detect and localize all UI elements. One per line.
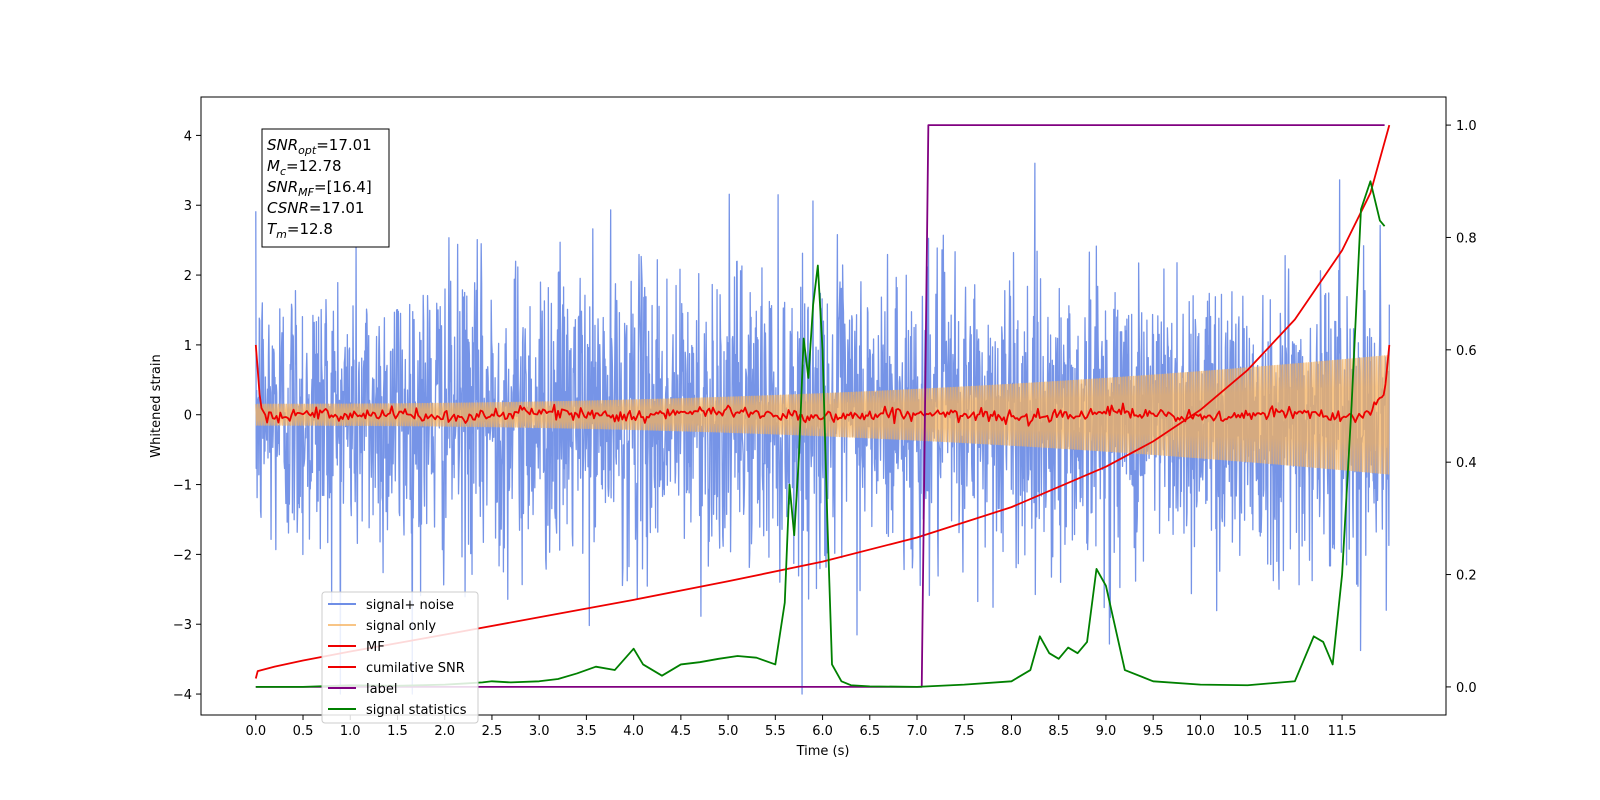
annotation-line: SNRopt=17.01 — [267, 136, 372, 157]
x-tick-label: 1.5 — [387, 724, 408, 739]
y-tick-label: −4 — [173, 688, 192, 703]
series-mf-line — [254, 344, 1391, 427]
x-tick-label: 11.0 — [1280, 724, 1309, 739]
y-tick-label: −3 — [173, 618, 192, 633]
x-tick-label: 8.0 — [1001, 724, 1022, 739]
y2-tick-label: 0.0 — [1456, 681, 1477, 696]
x-axis-title: Time (s) — [796, 744, 850, 759]
y2-tick-label: 0.2 — [1456, 569, 1477, 584]
x-tick-label: 9.5 — [1143, 724, 1164, 739]
y-tick-label: −1 — [173, 479, 192, 494]
y-tick-label: 4 — [184, 129, 192, 144]
y2-tick-label: 0.8 — [1456, 231, 1477, 246]
legend-label: signal+ noise — [366, 598, 454, 613]
annotation-box: SNRopt=17.01Mc=12.78SNRMF=[16.4]CSNR=17.… — [261, 128, 390, 248]
x-tick-label: 6.5 — [859, 724, 880, 739]
y-tick-label: −2 — [173, 548, 192, 563]
y2-tick-label: 1.0 — [1456, 119, 1477, 134]
x-tick-label: 7.0 — [907, 724, 928, 739]
x-tick-label: 5.5 — [765, 724, 786, 739]
x-tick-label: 4.0 — [623, 724, 644, 739]
x-tick-label: 6.0 — [812, 724, 833, 739]
legend-label: signal statistics — [366, 703, 467, 718]
plot-frame — [200, 96, 1447, 716]
series-label-line — [255, 124, 1385, 688]
y-tick-label: 3 — [184, 199, 192, 214]
x-tick-label: 3.0 — [529, 724, 550, 739]
y2-tick-label: 0.6 — [1456, 344, 1477, 359]
y-tick-label: 1 — [184, 339, 192, 354]
x-tick-label: 9.0 — [1096, 724, 1117, 739]
legend: signal+ noise signal only MF cumilative SNR… — [321, 591, 479, 724]
series-signal-only-line — [255, 354, 1390, 475]
annotation-frame — [261, 128, 390, 248]
legend-label: cumilative SNR — [366, 661, 465, 676]
y-axis-title: Whitened strain — [149, 354, 164, 457]
x-tick-label: 0.5 — [293, 724, 314, 739]
x-tick-label: 11.5 — [1328, 724, 1357, 739]
legend-label: label — [366, 682, 397, 697]
x-tick-label: 10.5 — [1233, 724, 1262, 739]
y-tick-label: 2 — [184, 269, 192, 284]
x-tick-label: 8.5 — [1048, 724, 1069, 739]
annotation-line: CSNR=17.01 — [267, 199, 364, 217]
x-tick-label: 4.5 — [671, 724, 692, 739]
y2-tick-label: 0.4 — [1456, 456, 1477, 471]
x-tick-label: 7.5 — [954, 724, 975, 739]
series-cumilative-snr-line — [254, 124, 1391, 679]
x-tick-label: 5.0 — [718, 724, 739, 739]
x-tick-label: 1.0 — [340, 724, 361, 739]
legend-label: MF — [366, 640, 385, 655]
legend-label: signal only — [366, 619, 436, 634]
series-signal-statistics-line — [255, 180, 1386, 688]
annotation-line: SNRMF=[16.4] — [267, 178, 372, 199]
x-tick-label: 3.5 — [576, 724, 597, 739]
annotation-line: Mc=12.78 — [267, 157, 342, 178]
x-tick-label: 2.0 — [434, 724, 455, 739]
x-tick-label: 10.0 — [1186, 724, 1215, 739]
x-tick-label: 0.0 — [245, 724, 266, 739]
annotation-line: Tm=12.8 — [267, 220, 333, 241]
y-tick-label: 0 — [184, 409, 192, 424]
x-tick-label: 2.5 — [482, 724, 503, 739]
legend-frame — [321, 591, 479, 724]
